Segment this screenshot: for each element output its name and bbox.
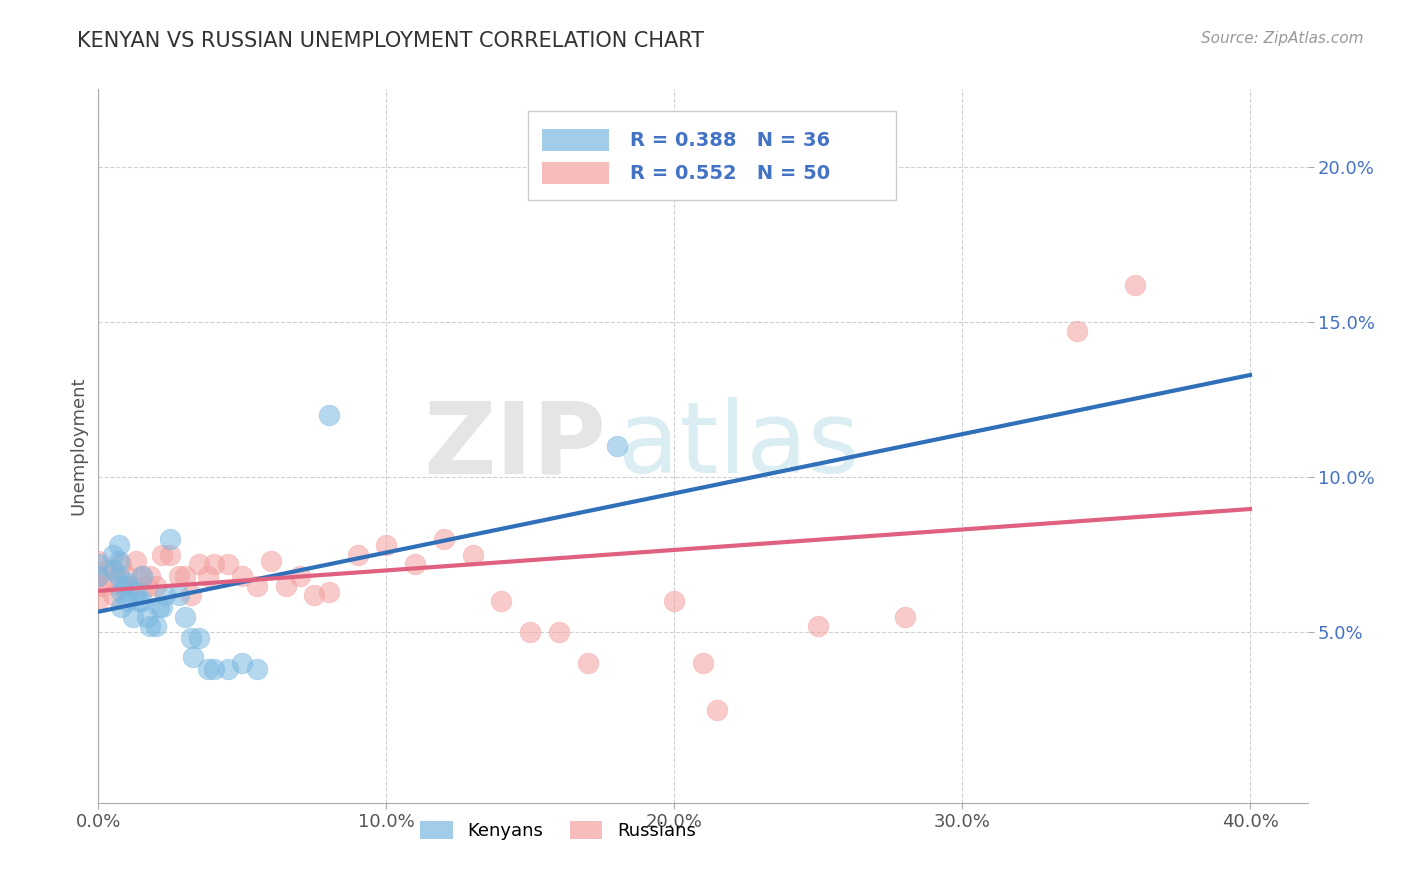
Point bbox=[706, 703, 728, 717]
Point bbox=[122, 609, 145, 624]
Point bbox=[318, 584, 340, 599]
Point bbox=[101, 548, 124, 562]
Point bbox=[107, 579, 129, 593]
Point bbox=[167, 588, 190, 602]
Text: atlas: atlas bbox=[619, 398, 860, 494]
Point bbox=[107, 554, 129, 568]
Point bbox=[1123, 277, 1146, 292]
Point bbox=[664, 594, 686, 608]
Point bbox=[246, 662, 269, 676]
Point bbox=[807, 619, 830, 633]
Point bbox=[231, 569, 253, 583]
Point bbox=[231, 656, 253, 670]
Point bbox=[893, 609, 915, 624]
Point bbox=[125, 584, 148, 599]
Point bbox=[145, 619, 167, 633]
Point bbox=[606, 439, 628, 453]
Point bbox=[304, 588, 326, 602]
Point bbox=[128, 594, 150, 608]
Point bbox=[217, 662, 239, 676]
Point bbox=[110, 584, 132, 599]
Point bbox=[87, 569, 110, 583]
Point bbox=[145, 579, 167, 593]
Point bbox=[548, 625, 571, 640]
Point bbox=[692, 656, 714, 670]
Point bbox=[180, 632, 202, 646]
Point bbox=[197, 662, 219, 676]
Point bbox=[87, 594, 110, 608]
Point bbox=[115, 575, 138, 590]
Point bbox=[87, 579, 110, 593]
Text: R = 0.388   N = 36: R = 0.388 N = 36 bbox=[630, 130, 831, 150]
Point bbox=[183, 650, 205, 665]
Point bbox=[87, 569, 110, 583]
Point bbox=[260, 554, 283, 568]
Point bbox=[101, 563, 124, 577]
Point bbox=[491, 594, 513, 608]
Point bbox=[101, 588, 124, 602]
Point bbox=[159, 548, 181, 562]
Point bbox=[131, 569, 153, 583]
Point bbox=[188, 632, 211, 646]
Point bbox=[274, 579, 297, 593]
Point bbox=[96, 563, 118, 577]
Legend: Kenyans, Russians: Kenyans, Russians bbox=[413, 814, 703, 847]
Point bbox=[110, 557, 132, 571]
Text: ZIP: ZIP bbox=[423, 398, 606, 494]
Point bbox=[246, 579, 269, 593]
Point bbox=[288, 569, 311, 583]
Point bbox=[139, 569, 162, 583]
Point bbox=[173, 569, 195, 583]
Point bbox=[217, 557, 239, 571]
Point bbox=[115, 569, 138, 583]
Point bbox=[110, 600, 132, 615]
Point bbox=[404, 557, 426, 571]
FancyBboxPatch shape bbox=[527, 111, 897, 200]
Point bbox=[87, 557, 110, 571]
Y-axis label: Unemployment: Unemployment bbox=[69, 376, 87, 516]
FancyBboxPatch shape bbox=[543, 162, 609, 185]
Point bbox=[576, 656, 599, 670]
Point bbox=[375, 538, 398, 552]
Point bbox=[87, 554, 110, 568]
Point bbox=[131, 569, 153, 583]
Point bbox=[122, 579, 145, 593]
Point bbox=[112, 579, 135, 593]
Point bbox=[519, 625, 541, 640]
Point bbox=[125, 554, 148, 568]
Point bbox=[131, 594, 153, 608]
Point bbox=[202, 557, 225, 571]
Point bbox=[1066, 324, 1088, 338]
Point bbox=[139, 619, 162, 633]
FancyBboxPatch shape bbox=[543, 129, 609, 151]
Text: Source: ZipAtlas.com: Source: ZipAtlas.com bbox=[1201, 31, 1364, 46]
Point bbox=[115, 594, 138, 608]
Point bbox=[101, 563, 124, 577]
Point bbox=[197, 569, 219, 583]
Point bbox=[153, 588, 176, 602]
Point bbox=[202, 662, 225, 676]
Point bbox=[433, 532, 456, 546]
Point bbox=[159, 532, 181, 546]
Point bbox=[346, 548, 368, 562]
Text: KENYAN VS RUSSIAN UNEMPLOYMENT CORRELATION CHART: KENYAN VS RUSSIAN UNEMPLOYMENT CORRELATI… bbox=[77, 31, 704, 51]
Point bbox=[136, 579, 159, 593]
Point bbox=[188, 557, 211, 571]
Point bbox=[112, 579, 135, 593]
Point bbox=[150, 600, 173, 615]
Point bbox=[150, 548, 173, 562]
Point bbox=[93, 579, 115, 593]
Point bbox=[318, 408, 340, 422]
Text: R = 0.552   N = 50: R = 0.552 N = 50 bbox=[630, 163, 831, 183]
Point bbox=[148, 600, 170, 615]
Point bbox=[180, 588, 202, 602]
Point bbox=[173, 609, 195, 624]
Point bbox=[107, 538, 129, 552]
Point bbox=[107, 569, 129, 583]
Point bbox=[167, 569, 190, 583]
Point bbox=[136, 609, 159, 624]
Point bbox=[461, 548, 484, 562]
